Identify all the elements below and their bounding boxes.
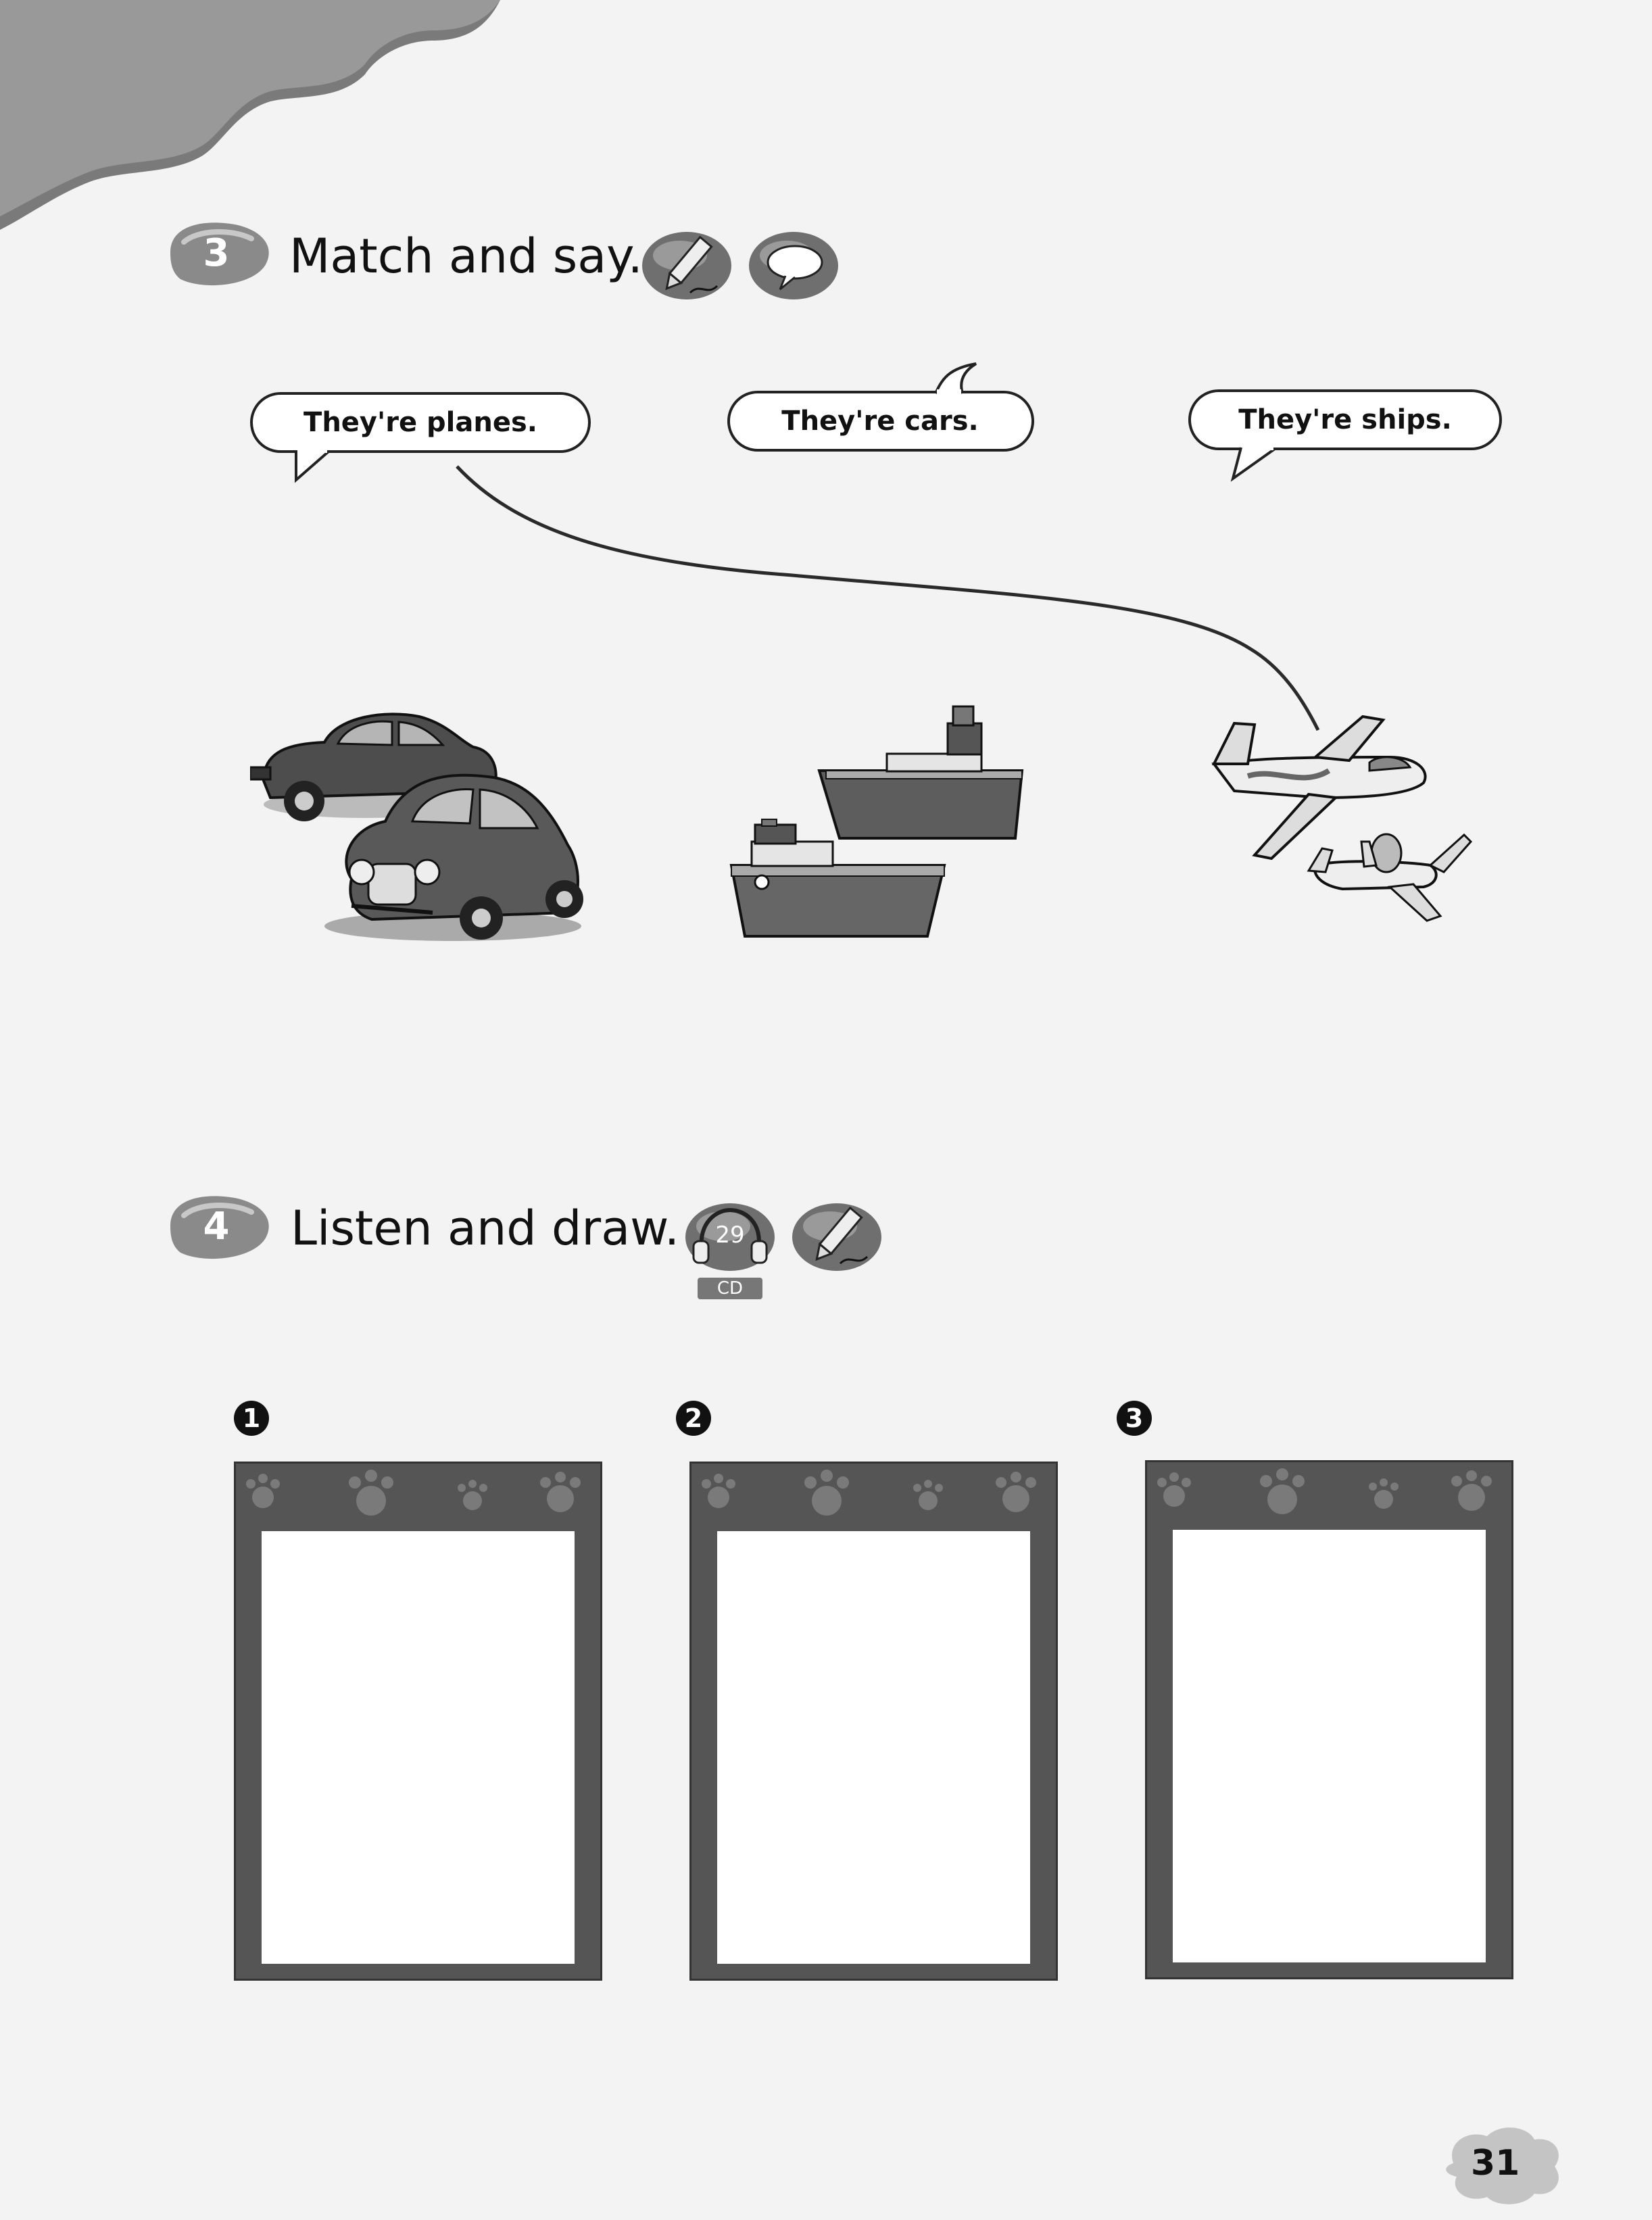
paw-print-decoration (702, 1470, 1036, 1516)
paw-print-decoration (246, 1470, 581, 1516)
paw-print-decoration (1157, 1468, 1492, 1514)
speech-bubble-icon (749, 232, 838, 299)
bubble-planes-text: They're planes. (303, 407, 537, 438)
bubble-planes: They're planes. (250, 392, 591, 483)
drawing-area-1[interactable] (262, 1531, 575, 1964)
planes-picture[interactable] (1207, 703, 1484, 933)
drawing-frame-1[interactable] (234, 1462, 602, 1981)
cars-picture[interactable] (250, 703, 602, 960)
drawing-area-2[interactable] (717, 1531, 1030, 1964)
drawing-area-3[interactable] (1173, 1530, 1486, 1962)
cd-label: CD (698, 1278, 762, 1299)
exercise-3-title: Match and say. (289, 228, 643, 284)
exercise-3-badge: 3 (170, 222, 269, 286)
bubble-cars: They're cars. (727, 362, 1034, 452)
bubble-ships-text: They're ships. (1238, 404, 1452, 435)
pencil-icon (642, 232, 731, 299)
exercise-4-title: Listen and draw. (291, 1201, 680, 1256)
track-number: 29 (715, 1222, 744, 1249)
page-number: 31 (1471, 2143, 1520, 2183)
exercise-4-badge: 4 (170, 1196, 269, 1259)
frame-3-number: 3 (1117, 1401, 1152, 1436)
exercise-3-number: 3 (203, 231, 230, 275)
bubble-cars-text: They're cars. (781, 406, 978, 437)
frame-2-number: 2 (676, 1401, 711, 1436)
match-line (456, 465, 1320, 731)
page-number-splash (1446, 2127, 1559, 2204)
drawing-frame-2[interactable] (689, 1462, 1058, 1981)
headphones-icon[interactable]: 29 (683, 1199, 777, 1275)
pencil-icon (792, 1203, 881, 1271)
frame-1-number: 1 (234, 1401, 269, 1436)
corner-decoration (0, 0, 500, 230)
drawing-frame-3[interactable] (1145, 1460, 1513, 1979)
ships-picture[interactable] (725, 703, 1029, 946)
exercise-4-number: 4 (203, 1205, 230, 1249)
bubble-ships: They're ships. (1188, 389, 1502, 482)
